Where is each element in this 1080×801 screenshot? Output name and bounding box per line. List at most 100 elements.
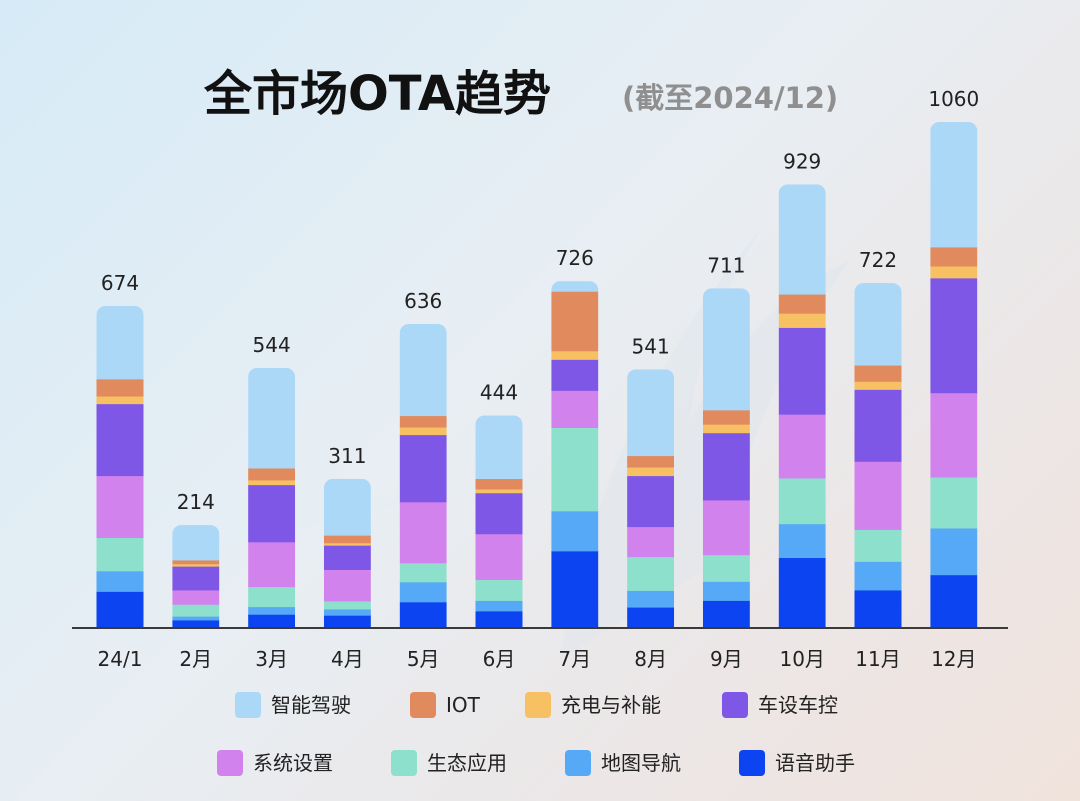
x-tick-label: 24/1 [98,647,143,671]
total-labels: 674 214 544 311 636 444 726 541 711 929 722 1060 [101,87,979,514]
legend-label: 车设车控 [758,693,838,717]
x-tick-label: 4月 [331,647,364,671]
bar-segment [96,591,144,628]
bar-segment [323,600,371,610]
bar-segment [854,461,902,530]
bar-segment [551,550,599,628]
legend-item: 语音助手 [739,750,855,776]
bar-segment [475,600,523,612]
legend-label: 语音助手 [775,751,855,775]
bar-segment [778,557,826,628]
bar-stack-10 [854,283,902,628]
bar-segment [172,619,220,628]
bar-segment [854,561,902,591]
total-label: 541 [632,334,670,358]
bar-segment [627,369,675,457]
legend-item: IOT [410,692,481,718]
legend-item: 智能驾驶 [235,692,351,718]
bar-segment [627,526,675,558]
bar-segment [930,246,978,267]
legend-label: IOT [446,693,481,717]
bar-segment [96,403,144,477]
bar-segment [702,409,750,425]
x-tick-labels: 24/1 2月 3月 4月 5月 6月 7月 8月 9月 10月 11月 12月 [98,647,977,671]
bar-segment [399,434,447,503]
bar-segment [475,579,523,601]
bar-segment [172,566,220,591]
bar-segment [248,479,296,486]
bar-segment [248,614,296,628]
bar-segment [702,288,750,411]
bar-segment [399,601,447,628]
bar-segment [96,378,144,397]
bar-segment [778,313,826,328]
bar-segment [172,616,220,621]
x-tick-label: 12月 [931,647,976,671]
bar-segment [702,581,750,601]
bar-segment [702,499,750,556]
total-label: 722 [859,248,897,272]
legend-item: 充电与补能 [525,692,661,718]
legend-item: 生态应用 [391,750,507,776]
bar-segment [551,359,599,391]
bar-segment [323,535,371,544]
bar-segment [702,554,750,582]
total-label: 1060 [928,87,979,111]
x-tick-label: 10月 [779,647,824,671]
x-tick-label: 11月 [855,647,900,671]
bar-segment [399,581,447,603]
bar-segment [323,608,371,616]
bar-stack-9 [778,184,826,628]
total-label: 444 [480,380,518,404]
bar-segment [475,488,523,494]
bar-segment [475,478,523,490]
bar-segment [551,510,599,552]
bar-segment [854,381,902,390]
bar-segment [323,569,371,602]
legend-swatch [391,750,417,776]
bar-segment [475,610,523,628]
bar-segment [702,600,750,628]
legend-item: 系统设置 [217,750,333,776]
bar-segment [627,556,675,591]
bar-segment [930,527,978,576]
bar-segment [930,392,978,478]
bar-segment [248,484,296,543]
bar-segment [96,395,144,405]
legend-swatch [410,692,436,718]
bar-segment [551,350,599,360]
legend-swatch [565,750,591,776]
bar-stack-2 [248,367,296,628]
bar-segment [854,389,902,462]
bar-segment [627,590,675,608]
legend-label: 系统设置 [253,751,333,775]
bar-segment [323,545,371,570]
bar-segment [172,589,220,605]
bar-stack-1 [172,525,220,628]
legend-item: 地图导航 [565,750,681,776]
bar-segment [627,475,675,528]
bar-segment [854,589,902,628]
bar-segment [248,606,296,615]
bar-segment [930,265,978,279]
legend-item: 车设车控 [722,692,838,718]
bar-segment [96,570,144,592]
bar-segment [323,478,371,536]
bar-segment [627,606,675,628]
x-tick-label: 8月 [634,647,667,671]
bar-segment [627,466,675,477]
legend-swatch [217,750,243,776]
legend-label: 智能驾驶 [271,693,351,717]
bar-segment [475,492,523,535]
bar-stack-3 [323,478,371,628]
bar-segment [248,467,296,481]
bar-segment [702,432,750,501]
total-label: 674 [101,271,139,295]
bar-segment [930,122,978,248]
x-tick-label: 2月 [179,647,212,671]
bar-stack-8 [702,288,750,628]
legend-label: 生态应用 [427,751,507,775]
legend-swatch [722,692,748,718]
bar-segment [930,574,978,628]
